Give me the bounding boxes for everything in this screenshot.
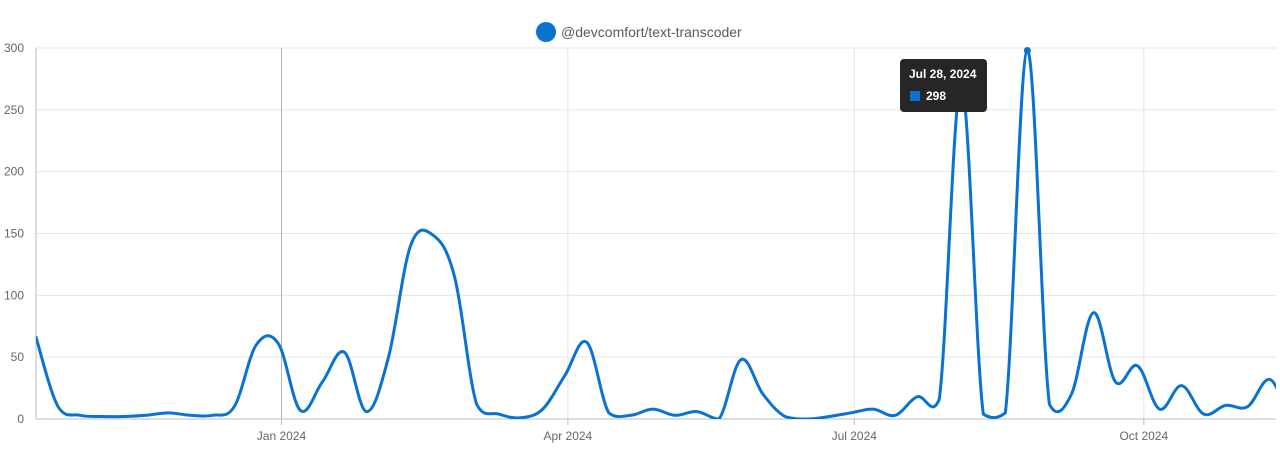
y-tick-label: 300 xyxy=(4,41,24,55)
y-tick-label: 200 xyxy=(4,165,24,179)
hover-point xyxy=(1023,46,1031,54)
x-tick-label: Jul 2024 xyxy=(832,429,878,443)
x-tick-label: Oct 2024 xyxy=(1119,429,1168,443)
x-tick-label: Jan 2024 xyxy=(257,429,307,443)
legend-swatch[interactable] xyxy=(536,22,556,42)
tooltip-box xyxy=(900,59,987,112)
x-tick-label: Apr 2024 xyxy=(544,429,593,443)
y-tick-label: 0 xyxy=(17,412,24,426)
y-tick-label: 50 xyxy=(11,350,25,364)
tooltip-date: Jul 28, 2024 xyxy=(909,67,977,81)
axes: 0 50 100 150 200 250 300 Jan 2024 Apr 2024 Jul 20… xyxy=(4,41,1276,443)
y-tick-label: 150 xyxy=(4,227,24,241)
series-line xyxy=(36,48,1276,419)
legend[interactable]: @devcomfort/text-transcoder xyxy=(536,22,742,42)
tooltip-value: 298 xyxy=(926,89,946,103)
legend-label[interactable]: @devcomfort/text-transcoder xyxy=(561,24,742,40)
y-tick-label: 250 xyxy=(4,103,24,117)
tooltip: Jul 28, 2024 298 xyxy=(900,59,987,112)
grid xyxy=(36,47,1276,420)
series-layer xyxy=(36,46,1276,419)
y-tick-label: 100 xyxy=(4,288,24,302)
tooltip-swatch xyxy=(910,91,920,101)
